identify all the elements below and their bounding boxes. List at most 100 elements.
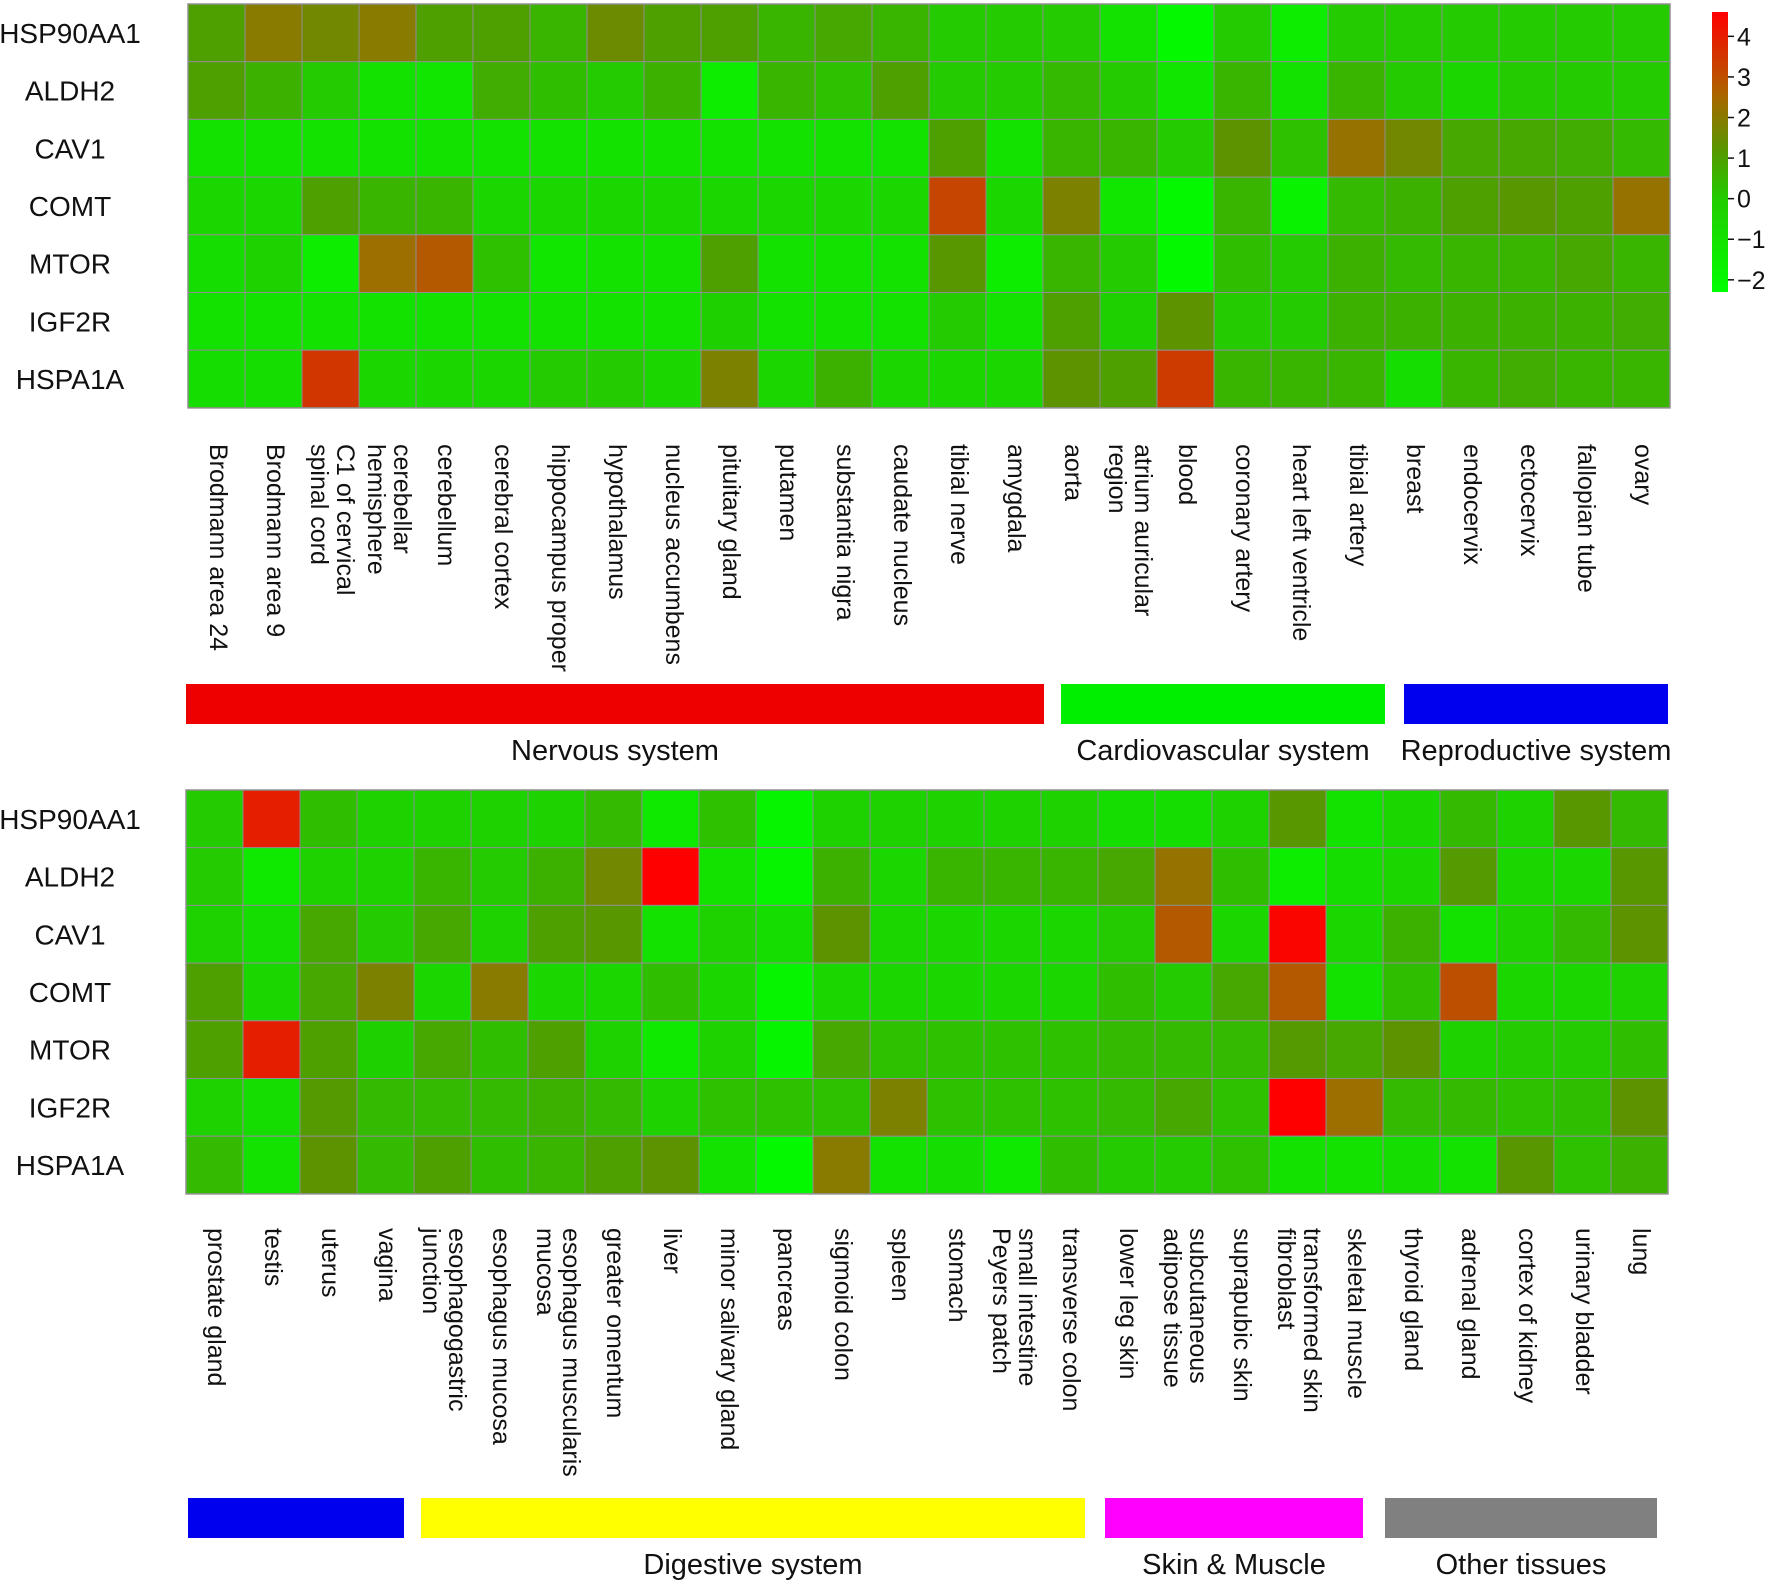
group-bar	[421, 1498, 1085, 1538]
gene-label: HSP90AA1	[0, 18, 141, 49]
heatmap-cell	[1327, 292, 1386, 351]
heatmap-cell	[529, 234, 588, 294]
heatmap-cell	[1441, 176, 1500, 236]
heatmap-cell	[1439, 904, 1498, 964]
heatmap-cell	[926, 1020, 985, 1079]
heatmap-cell	[529, 349, 588, 409]
heatmap-cell	[700, 176, 759, 236]
heatmap-cell	[1496, 1020, 1555, 1079]
heatmap-cell	[301, 234, 360, 294]
heatmap-cell	[1382, 904, 1441, 964]
group-label: Other tissues	[1436, 1549, 1607, 1581]
legend-tick-label: 1	[1737, 145, 1751, 173]
heatmap-cell	[1040, 847, 1099, 906]
panel-top: HSP90AA1 ALDH2 CAV1 COMT MTOR IGF2R HSPA1A Brod…	[0, 3, 1671, 767]
tissue-label: cortex of kidney	[1513, 1228, 1541, 1404]
heatmap-cell	[1099, 292, 1158, 351]
tissue-label: hippocampus proper	[546, 444, 574, 672]
heatmap-cell	[1439, 1078, 1498, 1137]
heatmap-cell	[1498, 292, 1557, 351]
heatmap-cell	[1270, 234, 1329, 294]
heatmap-cell	[700, 292, 759, 351]
heatmap-cell	[415, 176, 474, 236]
heatmap-cell	[470, 1078, 529, 1137]
heatmap-cell	[641, 1135, 700, 1195]
heatmap-cell	[1099, 176, 1158, 236]
heatmap-cell	[242, 1078, 301, 1137]
heatmap-cell	[1325, 1020, 1384, 1079]
heatmap-cell	[641, 904, 700, 964]
heatmap-cell	[415, 349, 474, 409]
heatmap-cell	[1610, 789, 1669, 849]
heatmap-cell	[356, 962, 415, 1022]
heatmap-cell	[812, 1135, 871, 1195]
heatmap-cell	[185, 847, 244, 906]
heatmap-cell	[700, 61, 759, 120]
heatmap-cell	[812, 962, 871, 1022]
heatmap-cell	[641, 1020, 700, 1079]
heatmap-cell	[1327, 61, 1386, 120]
heatmap-cell	[1156, 3, 1215, 63]
gene-label: IGF2R	[29, 1092, 111, 1123]
heatmap-cell	[643, 3, 702, 63]
heatmap-cell	[584, 1078, 643, 1137]
heatmap-cell	[755, 1020, 814, 1079]
heatmap-cell	[1156, 349, 1215, 409]
heatmap-cell	[1553, 1135, 1612, 1195]
heatmap-cell	[1099, 61, 1158, 120]
heatmap-cell	[299, 789, 358, 849]
heatmap-cell	[415, 3, 474, 63]
gene-label: CAV1	[34, 919, 105, 950]
heatmap-cell	[700, 3, 759, 63]
heatmap-cell	[1496, 1078, 1555, 1137]
heatmap-cell	[1327, 349, 1386, 409]
heatmap-cell	[1042, 176, 1101, 236]
tissue-label: tibial artery	[1344, 444, 1372, 567]
tissue-label: fibroblast	[1272, 1228, 1300, 1329]
tissue-label: uterus	[316, 1228, 344, 1297]
tissue-label: esophagogastric	[443, 1228, 471, 1411]
heatmap-cell	[187, 234, 246, 294]
heatmap-cell	[698, 1020, 757, 1079]
heatmap-cell	[1325, 962, 1384, 1022]
gene-label: COMT	[29, 977, 111, 1008]
heatmap-cell	[1270, 349, 1329, 409]
heatmap-cell	[584, 904, 643, 964]
tissue-label: esophagus mucosa	[487, 1228, 515, 1445]
heatmap-cell	[869, 789, 928, 849]
heatmap-cell	[869, 1135, 928, 1195]
heatmap-cell	[1498, 176, 1557, 236]
tissue-label: adrenal gland	[1456, 1228, 1484, 1380]
heatmap-cell	[1553, 962, 1612, 1022]
heatmap-cell	[242, 847, 301, 906]
heatmap-cell	[814, 349, 873, 409]
heatmap-cell	[470, 789, 529, 849]
heatmap-cell	[470, 1020, 529, 1079]
heatmap-cell	[1555, 234, 1614, 294]
heatmap-cell	[869, 1078, 928, 1137]
heatmap-cell	[472, 118, 531, 178]
heatmap-cell	[1270, 118, 1329, 178]
heatmap-cell	[1439, 789, 1498, 849]
tissue-label: tibial nerve	[945, 444, 973, 565]
heatmap-cell	[985, 118, 1044, 178]
heatmap-cell	[584, 789, 643, 849]
heatmap-cell	[1439, 962, 1498, 1022]
heatmap-cell	[586, 61, 645, 120]
heatmap-cell	[1325, 789, 1384, 849]
panel-bottom: HSP90AA1 ALDH2 CAV1 COMT MTOR IGF2R HSPA1A pros…	[0, 789, 1669, 1581]
gene-label: IGF2R	[29, 306, 111, 337]
tissue-label: greater omentum	[601, 1228, 629, 1418]
heatmap-cell	[1441, 118, 1500, 178]
heatmap-cell	[869, 904, 928, 964]
heatmap-cell	[1042, 292, 1101, 351]
heatmap-cell	[1213, 176, 1272, 236]
group-bar	[1385, 1498, 1657, 1538]
heatmap-cell	[586, 3, 645, 63]
heatmap-cell	[527, 1135, 586, 1195]
heatmap-cell	[584, 1135, 643, 1195]
heatmap-cell	[1211, 789, 1270, 849]
heatmap-cell	[983, 1020, 1042, 1079]
heatmap-cell	[985, 61, 1044, 120]
heatmap-cell	[1270, 176, 1329, 236]
